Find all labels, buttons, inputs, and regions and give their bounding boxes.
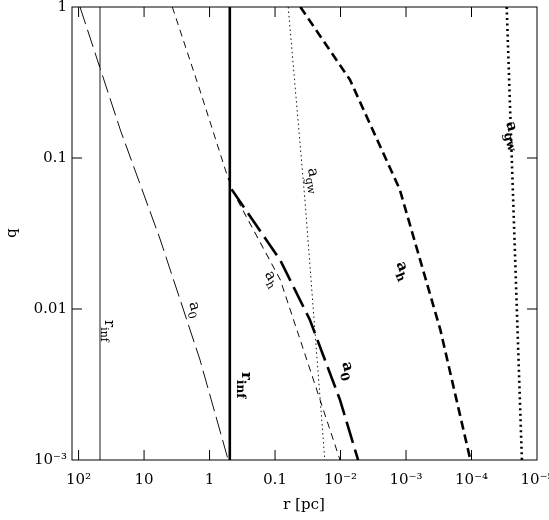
- x-tick-label: 10⁻⁴: [455, 470, 488, 488]
- series-label-sub: gw: [303, 176, 319, 195]
- series-line: [79, 6, 229, 461]
- series-label: agw: [499, 119, 527, 153]
- series-label-main: r: [101, 320, 119, 328]
- x-tick-label: 0.1: [263, 470, 287, 488]
- series-label-main: r: [238, 372, 256, 381]
- plot-frame: [71, 6, 538, 461]
- series-label: a0: [182, 299, 206, 320]
- x-tick-label: 10²: [66, 470, 91, 488]
- y-tick-label: 0.1: [43, 148, 67, 166]
- series-line: [505, 6, 524, 461]
- series-line: [287, 6, 326, 461]
- series-label: rinf: [98, 320, 119, 343]
- x-tick-label: 10⁻³: [390, 470, 423, 488]
- y-tick-label: 1: [57, 0, 67, 15]
- x-axis-label: r [pc]: [283, 495, 325, 513]
- series-label-sub: h: [393, 270, 409, 284]
- x-tick-label: 10⁻⁵: [520, 470, 549, 488]
- x-tick-label: 1: [205, 470, 215, 488]
- series-label-sub: inf: [235, 380, 249, 399]
- series-label-main: a: [304, 166, 323, 178]
- x-tick-label: 10⁻²: [324, 470, 357, 488]
- x-tick-label: 10: [135, 470, 154, 488]
- series-label-sub: inf: [98, 327, 111, 343]
- series-line: [299, 6, 472, 461]
- y-tick-label: 0.01: [34, 299, 67, 317]
- series-label-sub: 0: [185, 310, 199, 320]
- series-label-sub: 0: [337, 371, 353, 383]
- series-label: ah: [389, 258, 416, 283]
- y-axis-label: q: [2, 228, 20, 238]
- series-label-sub: gw: [501, 131, 520, 153]
- series-line: [171, 6, 341, 461]
- series-line: [230, 188, 360, 461]
- y-tick-label: 10⁻³: [34, 450, 67, 468]
- series-label: ah: [258, 267, 284, 291]
- series-label: agw: [301, 166, 326, 195]
- series-label: rinf: [235, 372, 257, 399]
- series-label: a0: [335, 359, 360, 382]
